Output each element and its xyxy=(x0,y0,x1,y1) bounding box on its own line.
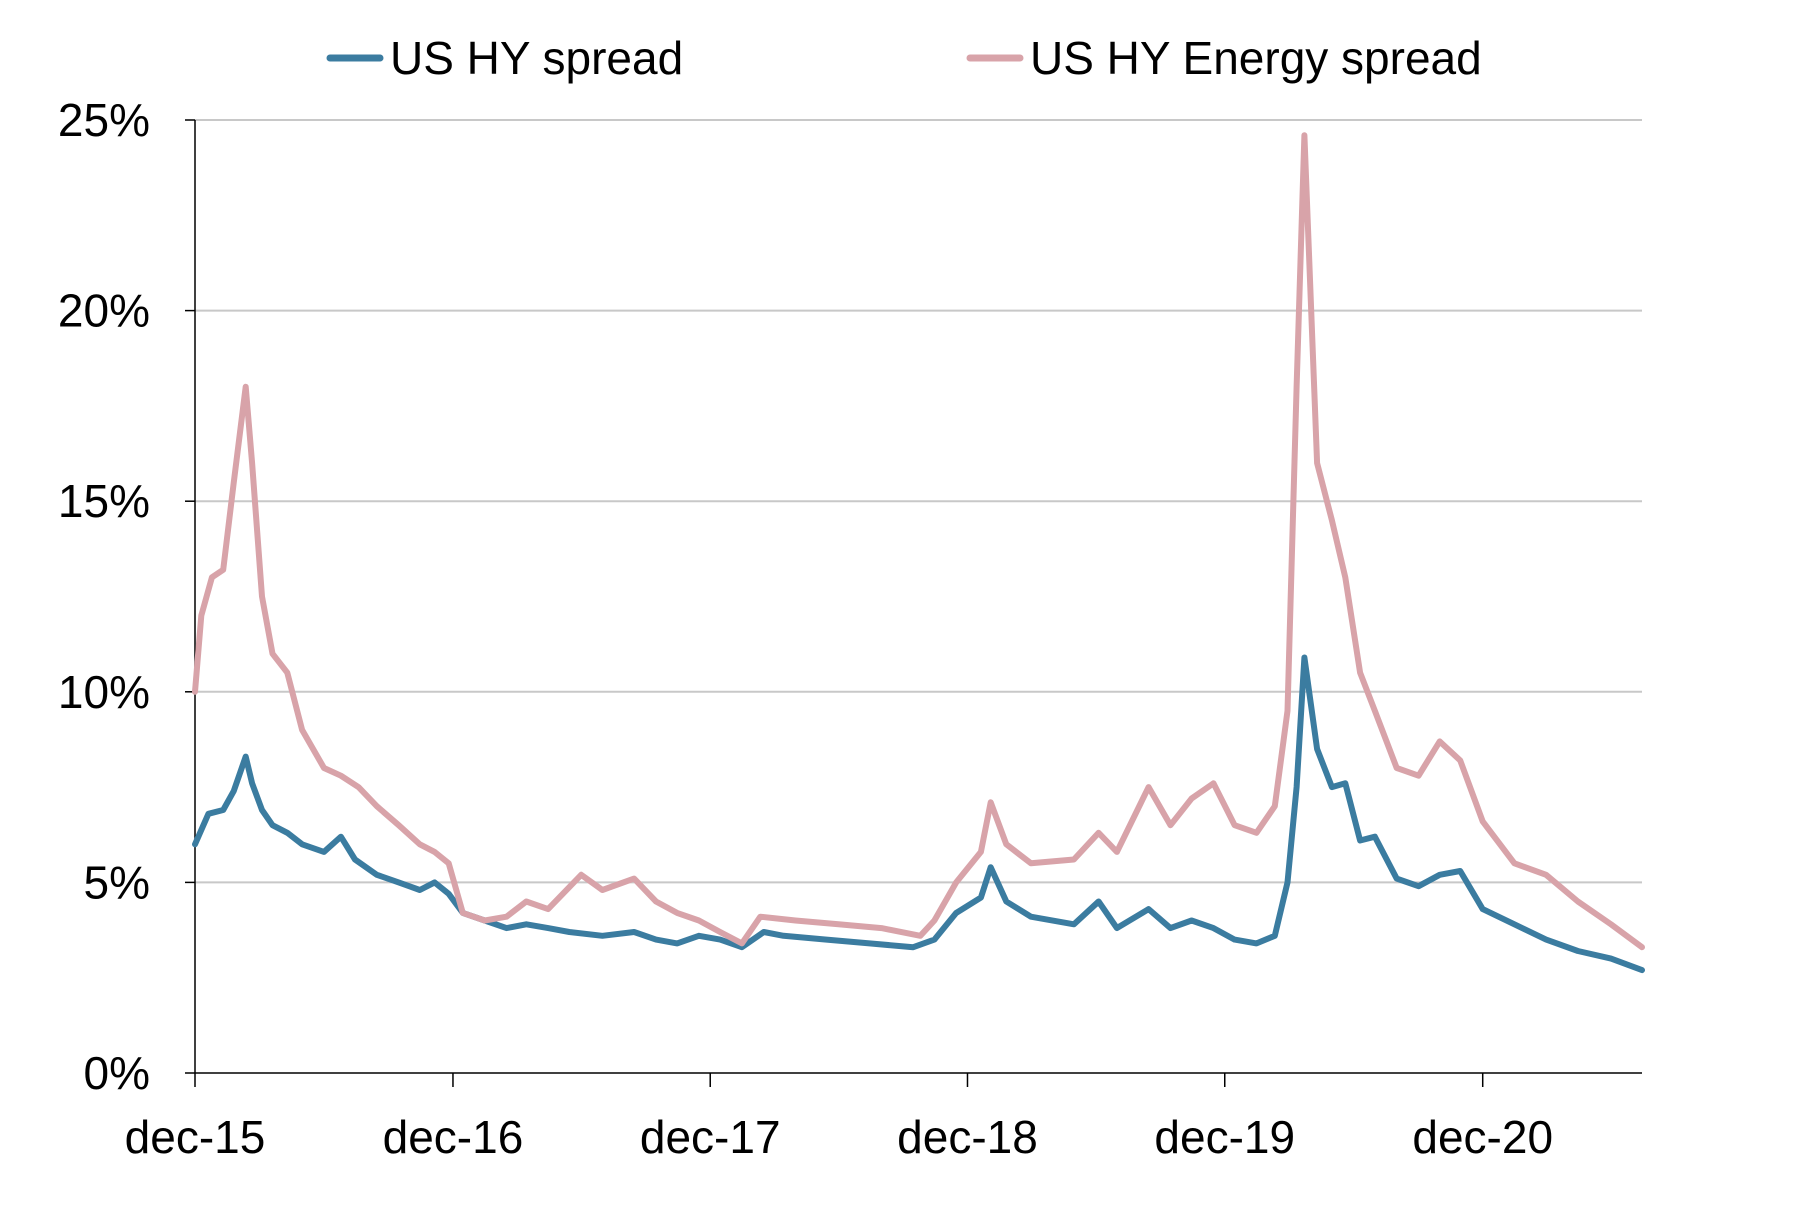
x-tick-label: dec-15 xyxy=(125,1111,266,1163)
legend: US HY spread US HY Energy spread xyxy=(326,32,1482,84)
series-line-us-hy-energy-spread xyxy=(192,132,1645,951)
axes: 0% 5% 10% 15% 20% 25% dec-15 dec-16 dec-17 dec-18… xyxy=(58,94,1642,1163)
legend-label: US HY Energy spread xyxy=(1030,32,1482,84)
y-tick-label: 20% xyxy=(58,285,150,337)
y-tick-label: 10% xyxy=(58,666,150,718)
x-tick-label: dec-16 xyxy=(383,1111,524,1163)
y-tick-label: 0% xyxy=(84,1047,150,1099)
legend-label: US HY spread xyxy=(390,32,683,84)
x-tick-label: dec-20 xyxy=(1412,1111,1553,1163)
series-layer xyxy=(192,132,1645,974)
series-line-us-hy-spread xyxy=(192,654,1645,974)
y-tick-label: 15% xyxy=(58,475,150,527)
y-tick-label: 5% xyxy=(84,856,150,908)
x-tick-label: dec-17 xyxy=(640,1111,781,1163)
x-tick-label: dec-18 xyxy=(897,1111,1038,1163)
x-tick-label: dec-19 xyxy=(1154,1111,1295,1163)
y-tick-label: 25% xyxy=(58,94,150,146)
